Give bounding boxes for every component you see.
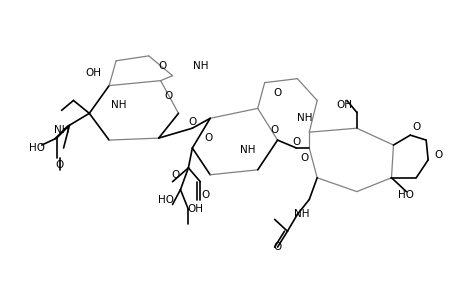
Text: NH: NH [293, 209, 308, 219]
Text: O: O [56, 160, 64, 170]
Text: O: O [433, 150, 441, 160]
Text: O: O [273, 242, 281, 252]
Text: HO: HO [29, 143, 45, 153]
Text: NH: NH [240, 145, 255, 155]
Text: O: O [158, 61, 167, 71]
Text: NH: NH [111, 100, 127, 110]
Text: O: O [291, 137, 300, 147]
Text: O: O [171, 170, 179, 180]
Text: NH: NH [192, 61, 207, 71]
Text: O: O [204, 133, 212, 143]
Text: OH: OH [335, 100, 351, 110]
Text: NH: NH [54, 125, 69, 135]
Text: OH: OH [187, 204, 203, 214]
Text: O: O [164, 91, 172, 100]
Text: OH: OH [85, 68, 101, 78]
Text: O: O [411, 122, 420, 132]
Text: O: O [188, 117, 196, 127]
Text: HO: HO [157, 194, 173, 205]
Text: O: O [201, 190, 209, 200]
Text: NH: NH [296, 113, 311, 123]
Text: O: O [273, 88, 281, 98]
Text: HO: HO [397, 190, 414, 200]
Text: O: O [270, 125, 278, 135]
Text: O: O [300, 153, 308, 163]
